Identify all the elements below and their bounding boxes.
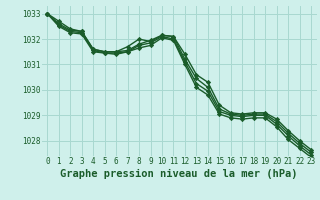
X-axis label: Graphe pression niveau de la mer (hPa): Graphe pression niveau de la mer (hPa) (60, 169, 298, 179)
